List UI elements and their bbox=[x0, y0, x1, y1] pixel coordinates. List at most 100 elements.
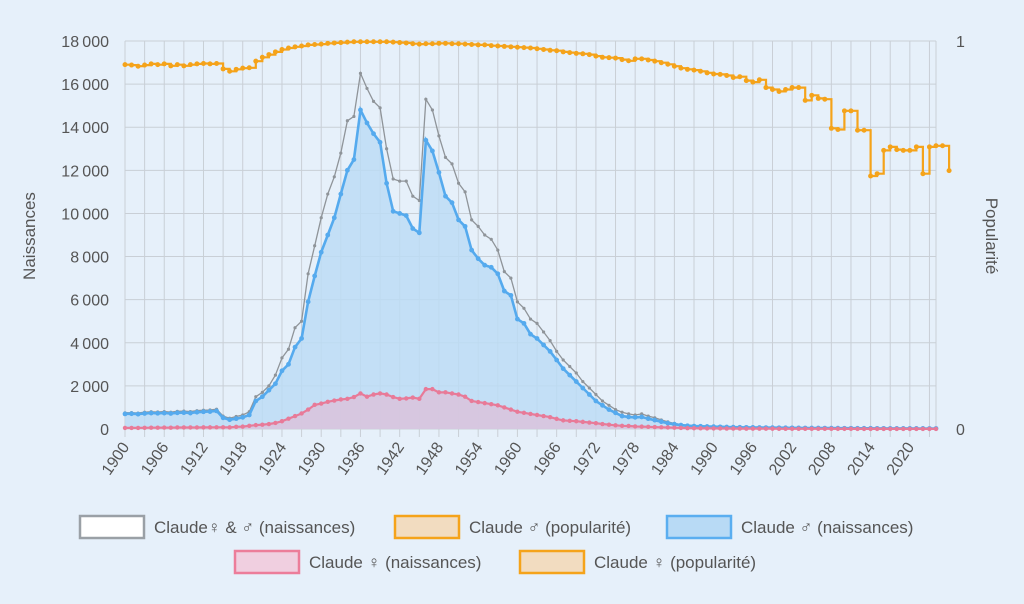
female-births-point bbox=[534, 412, 540, 418]
female-births-point bbox=[600, 421, 605, 427]
total-births-point bbox=[594, 392, 598, 397]
male-births-point bbox=[312, 273, 318, 279]
male-births-point bbox=[645, 416, 651, 422]
male-popularity-point bbox=[344, 39, 350, 45]
male-popularity-point bbox=[135, 63, 141, 69]
male-births-point bbox=[606, 407, 612, 412]
male-popularity-point bbox=[423, 41, 429, 47]
total-births-point bbox=[528, 317, 533, 321]
female-births-point bbox=[927, 426, 932, 432]
male-births-point bbox=[488, 264, 494, 270]
male-popularity-point bbox=[142, 62, 148, 68]
female-births-point bbox=[201, 425, 206, 430]
male-popularity-point bbox=[214, 61, 220, 67]
female-births-point bbox=[848, 426, 854, 432]
male-births-point bbox=[201, 409, 206, 415]
y-tick-label: 10 000 bbox=[61, 206, 109, 223]
total-births-point bbox=[502, 270, 506, 274]
female-births-point bbox=[593, 420, 599, 426]
male-popularity-point bbox=[246, 65, 252, 71]
male-popularity-point bbox=[122, 62, 128, 68]
female-births-point bbox=[371, 392, 376, 397]
male-births-point bbox=[299, 336, 304, 341]
y-tick-label: 0 bbox=[100, 422, 109, 439]
male-births-point bbox=[259, 394, 265, 400]
female-births-point bbox=[384, 392, 389, 397]
male-popularity-point bbox=[900, 147, 906, 153]
legend-label: Claude ♂ (naissances) bbox=[741, 518, 913, 537]
y-tick-label: 18 000 bbox=[61, 34, 109, 51]
male-births-point bbox=[148, 410, 154, 416]
male-popularity-point bbox=[488, 43, 494, 49]
y-tick-label: 4 000 bbox=[70, 336, 109, 353]
male-popularity-point bbox=[279, 47, 285, 53]
female-births-point bbox=[626, 423, 631, 429]
female-births-point bbox=[881, 426, 886, 432]
male-births-point bbox=[600, 402, 605, 408]
male-popularity-point bbox=[652, 58, 658, 64]
female-births-point bbox=[162, 425, 167, 430]
total-births-point bbox=[358, 71, 363, 75]
male-births-point bbox=[567, 372, 573, 378]
female-births-point bbox=[698, 426, 703, 431]
male-births-point bbox=[573, 379, 579, 384]
male-births-point bbox=[429, 148, 435, 154]
total-births-point bbox=[613, 408, 618, 412]
male-popularity-point bbox=[168, 63, 174, 69]
total-births-point bbox=[404, 179, 408, 183]
x-tick-label: 1936 bbox=[334, 439, 368, 478]
total-births-point bbox=[385, 147, 389, 151]
female-births-point bbox=[325, 399, 330, 405]
x-tick-label: 1978 bbox=[609, 439, 643, 478]
male-popularity-point bbox=[913, 144, 919, 150]
female-births-point bbox=[580, 419, 586, 425]
x-tick-label: 1930 bbox=[295, 439, 329, 478]
male-popularity-point bbox=[881, 147, 887, 153]
female-births-point bbox=[475, 399, 481, 405]
female-births-point bbox=[763, 426, 769, 431]
male-popularity-point bbox=[194, 61, 200, 67]
total-births-point bbox=[345, 119, 349, 123]
male-popularity-point bbox=[639, 56, 645, 62]
total-births-point bbox=[535, 321, 539, 325]
female-births-point bbox=[351, 394, 357, 400]
male-births-point bbox=[652, 417, 658, 423]
male-popularity-point bbox=[691, 67, 697, 73]
male-popularity-point bbox=[599, 54, 605, 60]
male-births-point bbox=[207, 409, 213, 414]
total-births-point bbox=[254, 395, 258, 399]
male-popularity-point bbox=[161, 61, 167, 67]
total-births-point bbox=[352, 114, 356, 119]
male-births-point bbox=[619, 413, 625, 419]
total-births-point bbox=[450, 162, 454, 166]
female-births-point bbox=[829, 426, 834, 432]
total-births-point bbox=[607, 403, 611, 407]
x-tick-label: 1990 bbox=[688, 439, 722, 478]
male-popularity-point bbox=[756, 77, 762, 83]
male-births-point bbox=[501, 288, 507, 294]
y-tick-label: 16 000 bbox=[61, 77, 109, 94]
x-tick-label: 1972 bbox=[570, 439, 604, 478]
x-tick-label: 1954 bbox=[452, 439, 486, 478]
female-births-point bbox=[567, 418, 572, 424]
female-births-point bbox=[332, 398, 337, 403]
total-births-point bbox=[555, 349, 559, 353]
female-births-point bbox=[724, 426, 729, 431]
female-births-point bbox=[390, 394, 396, 400]
legend-swatch bbox=[393, 514, 461, 540]
female-births-point bbox=[744, 426, 749, 431]
male-births-point bbox=[377, 139, 383, 145]
female-births-point bbox=[168, 425, 173, 430]
male-births-point bbox=[462, 223, 468, 229]
male-births-point bbox=[469, 247, 475, 253]
legend-label: Claude ♀ (popularité) bbox=[594, 553, 756, 572]
male-popularity-point bbox=[148, 61, 154, 67]
male-births-point bbox=[155, 410, 161, 416]
male-births-point bbox=[593, 398, 599, 404]
male-popularity-point bbox=[848, 108, 854, 114]
male-births-point bbox=[613, 410, 618, 416]
male-popularity-point bbox=[482, 42, 488, 48]
total-births-point bbox=[456, 181, 461, 185]
male-popularity-point bbox=[658, 60, 664, 66]
female-births-point bbox=[312, 402, 317, 408]
